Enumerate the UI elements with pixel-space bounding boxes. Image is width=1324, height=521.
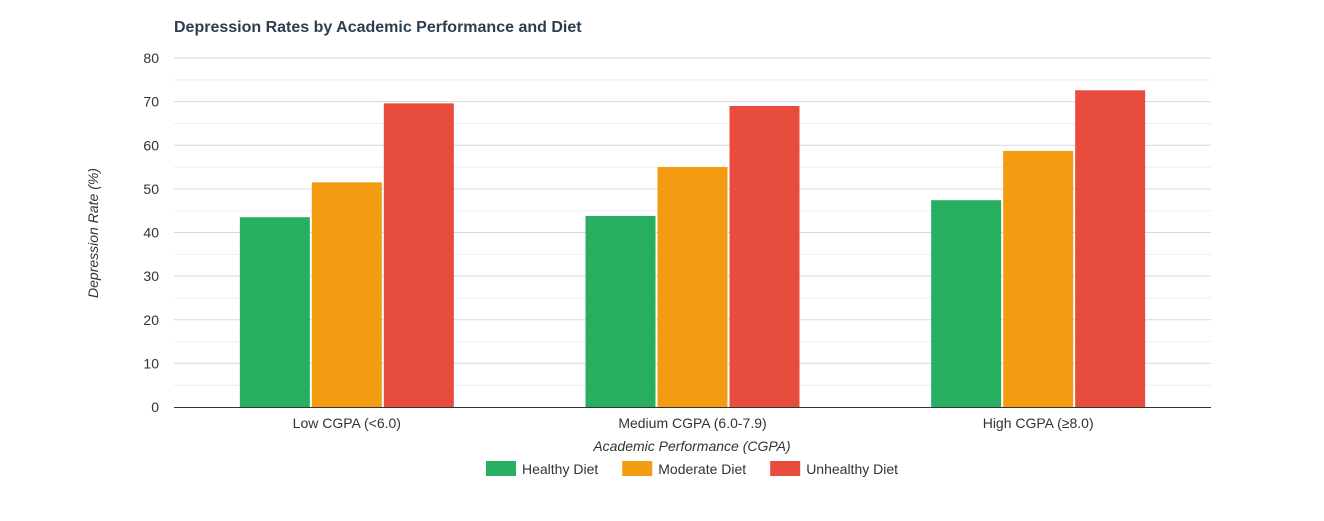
bar-moderate-diet-3 [1003,150,1074,407]
y-tick-label: 80 [143,50,159,66]
bar-healthy-diet-3 [931,200,1002,407]
y-tick-label: 50 [143,181,159,197]
bars [239,90,1146,408]
legend-label: Unhealthy Diet [806,461,898,477]
y-axis-title: Depression Rate (%) [85,168,101,298]
legend-swatch [770,461,801,476]
y-tick-label: 10 [143,355,159,371]
legend-swatch [622,461,653,476]
y-tick-label: 70 [143,94,159,110]
legend-label: Healthy Diet [522,461,598,477]
y-tick-label: 60 [143,137,159,153]
chart-title: Depression Rates by Academic Performance… [174,19,582,36]
legend-item-healthy-diet[interactable]: Healthy Diet [485,461,598,477]
y-tick-label: 40 [143,225,159,241]
y-tick-label: 30 [143,268,159,284]
legend-item-moderate-diet[interactable]: Moderate Diet [622,461,746,477]
legend: Healthy Diet Moderate Diet Unhealthy Diet [485,461,898,477]
legend-label: Moderate Diet [658,461,746,477]
bar-unhealthy-diet-3 [1075,90,1146,407]
y-tick-label: 20 [143,312,159,328]
bar-moderate-diet-1 [311,182,382,407]
x-tick-label: Low CGPA (<6.0) [293,415,401,431]
bar-unhealthy-diet-1 [383,103,454,408]
bar-unhealthy-diet-2 [729,105,800,408]
x-tick-label: High CGPA (≥8.0) [983,415,1094,431]
bar-moderate-diet-2 [657,167,728,407]
legend-item-unhealthy-diet[interactable]: Unhealthy Diet [770,461,898,477]
bar-healthy-diet-2 [585,215,656,407]
legend-swatch [485,461,516,476]
y-axis-ticks: 0 10 20 30 40 50 60 70 80 [143,50,159,415]
x-tick-label: Medium CGPA (6.0-7.9) [618,415,766,431]
bar-healthy-diet-1 [239,217,310,407]
x-axis-title: Academic Performance (CGPA) [592,438,790,454]
y-tick-label: 0 [151,399,159,415]
x-axis-ticks: Low CGPA (<6.0) Medium CGPA (6.0-7.9) High… [293,415,1094,431]
